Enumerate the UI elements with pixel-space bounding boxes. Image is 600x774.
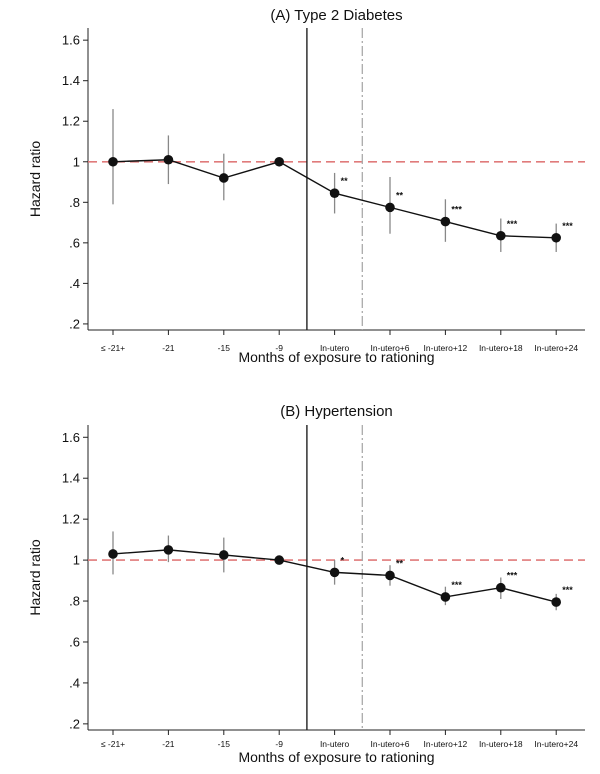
y-tick-label: 1.4 <box>62 471 80 486</box>
data-point <box>551 597 561 607</box>
y-tick-label: .8 <box>69 594 80 609</box>
data-point <box>496 230 506 241</box>
x-tick-label: In-utero+12 <box>424 739 468 749</box>
x-tick-label: In-utero <box>320 343 350 353</box>
x-tick-label: ≤ -21+ <box>101 739 125 749</box>
data-point <box>329 567 340 578</box>
x-tick-label: In-utero+12 <box>424 343 468 353</box>
x-tick-label: -9 <box>275 343 283 353</box>
x-tick-label: In-utero+18 <box>479 343 523 353</box>
data-point <box>219 550 229 560</box>
chart-title: (B) Hypertension <box>280 403 393 420</box>
y-axis-label: Hazard ratio <box>27 539 43 615</box>
data-point <box>496 582 506 593</box>
x-tick-label: -21 <box>162 739 175 749</box>
x-axis-label: Months of exposure to rationing <box>238 349 434 365</box>
significance-label: ** <box>341 176 349 186</box>
x-tick-label: -21 <box>162 343 175 353</box>
data-point <box>385 202 395 213</box>
significance-label: ** <box>396 558 404 568</box>
data-point <box>274 156 285 167</box>
significance-label: *** <box>562 585 573 595</box>
chart-panel-a: (A) Type 2 Diabetes .2 .4 .6 .8 1 1.2 1.4 1.6 ≤ -… <box>27 7 585 365</box>
y-tick-label: 1 <box>73 553 80 568</box>
y-tick-label: .6 <box>69 634 80 649</box>
significance-label: *** <box>562 221 573 231</box>
data-point <box>329 188 340 198</box>
y-tick-label: .6 <box>69 235 80 250</box>
significance-label: * <box>341 555 345 565</box>
data-point <box>163 545 174 555</box>
significance-label: *** <box>507 571 518 581</box>
x-tick-label: In-utero+24 <box>534 739 578 749</box>
y-tick-label: .8 <box>69 195 80 210</box>
y-axis-label: Hazard ratio <box>27 141 43 217</box>
y-tick-label: .2 <box>69 716 80 731</box>
significance-label: ** <box>396 190 404 200</box>
chart-title: (A) Type 2 Diabetes <box>270 7 402 24</box>
data-point <box>551 232 561 243</box>
x-tick-label: In-utero+6 <box>371 343 410 353</box>
significance-label: *** <box>507 219 518 229</box>
y-tick-label: 1.6 <box>62 33 80 48</box>
significance-label: *** <box>451 580 462 590</box>
data-point <box>108 549 118 559</box>
y-tick-label: 1 <box>73 154 80 169</box>
x-tick-label: In-utero <box>320 739 350 749</box>
x-tick-label: -15 <box>218 739 231 749</box>
data-point <box>385 570 395 581</box>
data-point <box>274 555 285 565</box>
x-tick-label: In-utero+18 <box>479 739 523 749</box>
x-tick-label: In-utero+24 <box>534 343 578 353</box>
y-tick-label: 1.2 <box>62 114 80 129</box>
x-tick-label: In-utero+6 <box>371 739 410 749</box>
significance-label: *** <box>451 205 462 215</box>
y-tick-label: .4 <box>69 675 80 690</box>
x-axis-label: Months of exposure to rationing <box>238 749 434 765</box>
x-tick-label: -15 <box>218 343 231 353</box>
data-point <box>108 156 118 167</box>
y-tick-label: 1.4 <box>62 73 80 88</box>
x-tick-label: ≤ -21+ <box>101 343 125 353</box>
data-point <box>440 216 451 227</box>
x-tick-label: -9 <box>275 739 283 749</box>
data-point <box>163 154 174 165</box>
data-point <box>440 592 451 602</box>
y-tick-label: .2 <box>69 316 80 331</box>
chart-panel-b: (B) Hypertension .2 .4 .6 .8 1 1.2 1.4 1.6 ≤ -21+… <box>27 403 585 765</box>
data-point <box>219 173 229 183</box>
y-tick-label: .4 <box>69 276 80 291</box>
y-tick-label: 1.6 <box>62 430 80 445</box>
y-tick-label: 1.2 <box>62 512 80 527</box>
